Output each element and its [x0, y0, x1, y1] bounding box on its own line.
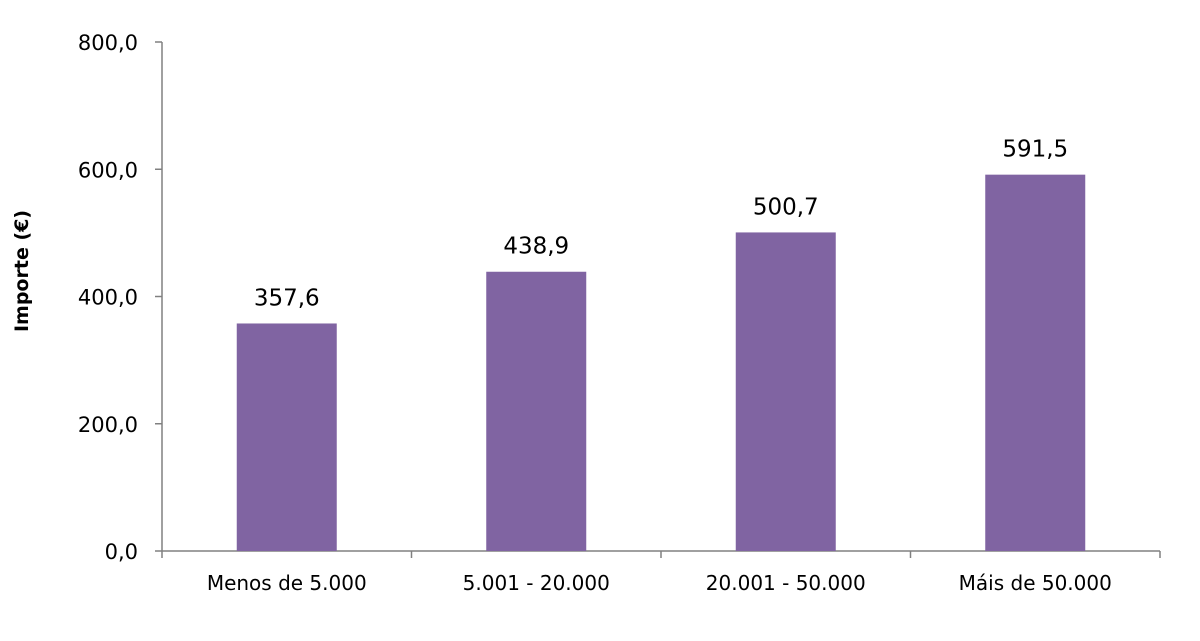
x-category-label: Menos de 5.000 — [207, 571, 367, 595]
data-label: 500,7 — [753, 194, 819, 220]
x-axis: Menos de 5.000 5.001 - 20.000 20.001 - 50.… — [161, 550, 1161, 595]
bar — [486, 271, 587, 551]
y-tick-label: 800,0 — [78, 31, 138, 55]
data-label: 357,6 — [254, 285, 320, 311]
y-axis-label: Importe (€) — [11, 210, 33, 332]
data-label: 438,9 — [503, 234, 569, 260]
x-category-label: 5.001 - 20.000 — [463, 571, 610, 595]
data-labels: 357,6 438,9 500,7 591,5 — [254, 137, 1068, 312]
bar — [985, 174, 1086, 551]
bar — [735, 232, 836, 551]
y-tick-label: 200,0 — [78, 413, 138, 437]
y-axis: 0,0 200,0 400,0 600,0 800,0 — [78, 31, 163, 564]
x-category-label: 20.001 - 50.000 — [706, 571, 866, 595]
y-tick-label: 600,0 — [78, 158, 138, 182]
y-tick-label: 400,0 — [78, 286, 138, 310]
bars — [236, 174, 1086, 551]
bar — [236, 323, 337, 551]
data-label: 591,5 — [1002, 137, 1068, 163]
x-category-label: Máis de 50.000 — [959, 571, 1112, 595]
y-tick-label: 0,0 — [105, 540, 138, 564]
